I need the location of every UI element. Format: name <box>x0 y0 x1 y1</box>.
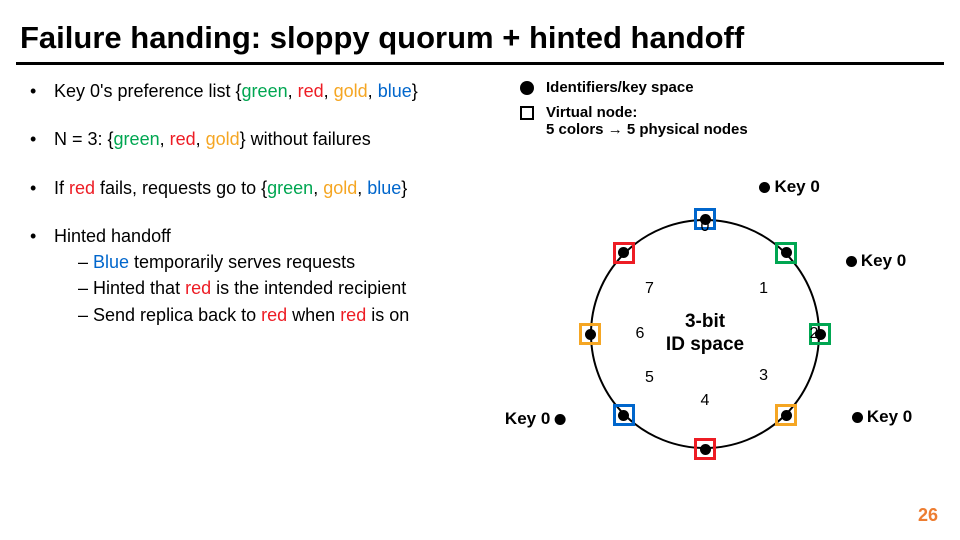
ring-node-label-0: 0 <box>701 218 710 236</box>
b4-s1-rest: temporarily serves requests <box>129 252 355 272</box>
ring-node-label-2: 2 <box>810 325 819 343</box>
title-rule <box>16 62 944 65</box>
bullet-1: • Key 0's preference list {green, red, g… <box>30 79 460 103</box>
key-marker-2: Key 0 <box>848 407 912 427</box>
b4-s1-blue: Blue <box>93 252 129 272</box>
b4-s3-a: Send replica back to <box>93 305 261 325</box>
slide-title: Failure handing: sloppy quorum + hinted … <box>0 0 960 62</box>
b3-gold: gold <box>323 178 357 198</box>
b4-s3-b: red <box>261 305 287 325</box>
legend-vnode-l1: Virtual node: <box>546 104 748 121</box>
b3-mid: fails, requests go to { <box>95 178 267 198</box>
ring-node-label-3: 3 <box>759 367 768 385</box>
b1-blue: blue <box>378 81 412 101</box>
b3-pre: If <box>54 178 69 198</box>
b2-red: red <box>170 129 196 149</box>
legend-vnode: Virtual node: 5 colors → 5 physical node… <box>520 104 748 138</box>
b4-sub2: – Hinted that red is the intended recipi… <box>78 276 409 300</box>
bullet-3: • If red fails, requests go to {green, g… <box>30 176 460 200</box>
ring-node-label-4: 4 <box>701 392 710 410</box>
legend-identifiers: Identifiers/key space <box>520 79 748 96</box>
b4-s2-c: is the intended recipient <box>211 278 406 298</box>
content-area: • Key 0's preference list {green, red, g… <box>0 79 960 331</box>
center-l2: ID space <box>666 334 744 357</box>
b3-post: } <box>401 178 407 198</box>
b4-s2-red: red <box>185 278 211 298</box>
ring-diagram: 3-bit ID space 01234567Key 0Key 0Key 0Ke… <box>540 169 870 499</box>
legend-identifiers-label: Identifiers/key space <box>546 79 694 96</box>
ring-center-label: 3-bit ID space <box>666 311 744 357</box>
filled-circle-icon <box>520 81 534 95</box>
b4-sub1: – Blue temporarily serves requests <box>78 250 409 274</box>
ring-node-3 <box>775 404 797 426</box>
b4-s3-e: is on <box>366 305 409 325</box>
b1-gold: gold <box>334 81 368 101</box>
empty-square-icon <box>520 106 534 120</box>
b1-red: red <box>298 81 324 101</box>
key-marker-1: Key 0 <box>842 251 906 271</box>
b1-green: green <box>242 81 288 101</box>
ring-node-5 <box>613 404 635 426</box>
b3-red: red <box>69 178 95 198</box>
b2-green: green <box>114 129 160 149</box>
b2-pre: N = 3: { <box>54 129 114 149</box>
ring-node-6 <box>579 323 601 345</box>
ring-node-label-5: 5 <box>645 369 654 387</box>
b1-post: } <box>412 81 418 101</box>
ring-node-label-1: 1 <box>759 280 768 298</box>
b2-gold: gold <box>206 129 240 149</box>
b4-head: Hinted handoff <box>54 224 409 248</box>
slide-number: 26 <box>918 505 938 526</box>
bullet-2: • N = 3: {green, red, gold} without fail… <box>30 127 460 151</box>
key-marker-3: Key 0 <box>505 409 569 429</box>
bullet-4: • Hinted handoff – Blue temporarily serv… <box>30 224 460 327</box>
b4-s3-d: red <box>340 305 366 325</box>
ring-node-1 <box>775 242 797 264</box>
b3-green: green <box>267 178 313 198</box>
bullet-list: • Key 0's preference list {green, red, g… <box>0 79 460 331</box>
b1-text: Key 0's preference list { <box>54 81 242 101</box>
key-marker-0: Key 0 <box>755 177 819 197</box>
legend: Identifiers/key space Virtual node: 5 co… <box>520 79 748 146</box>
b4-s3-c: when <box>287 305 340 325</box>
b2-post: } without failures <box>240 129 371 149</box>
b4-sub3: – Send replica back to red when red is o… <box>78 303 409 327</box>
ring-node-4 <box>694 438 716 460</box>
b3-blue: blue <box>367 178 401 198</box>
b4-s2-a: Hinted that <box>93 278 185 298</box>
ring-node-label-7: 7 <box>645 280 654 298</box>
ring-node-7 <box>613 242 635 264</box>
center-l1: 3-bit <box>666 311 744 334</box>
ring-node-label-6: 6 <box>636 325 645 343</box>
legend-vnode-l2: 5 colors → 5 physical nodes <box>546 121 748 138</box>
diagram-area: Identifiers/key space Virtual node: 5 co… <box>460 79 960 331</box>
